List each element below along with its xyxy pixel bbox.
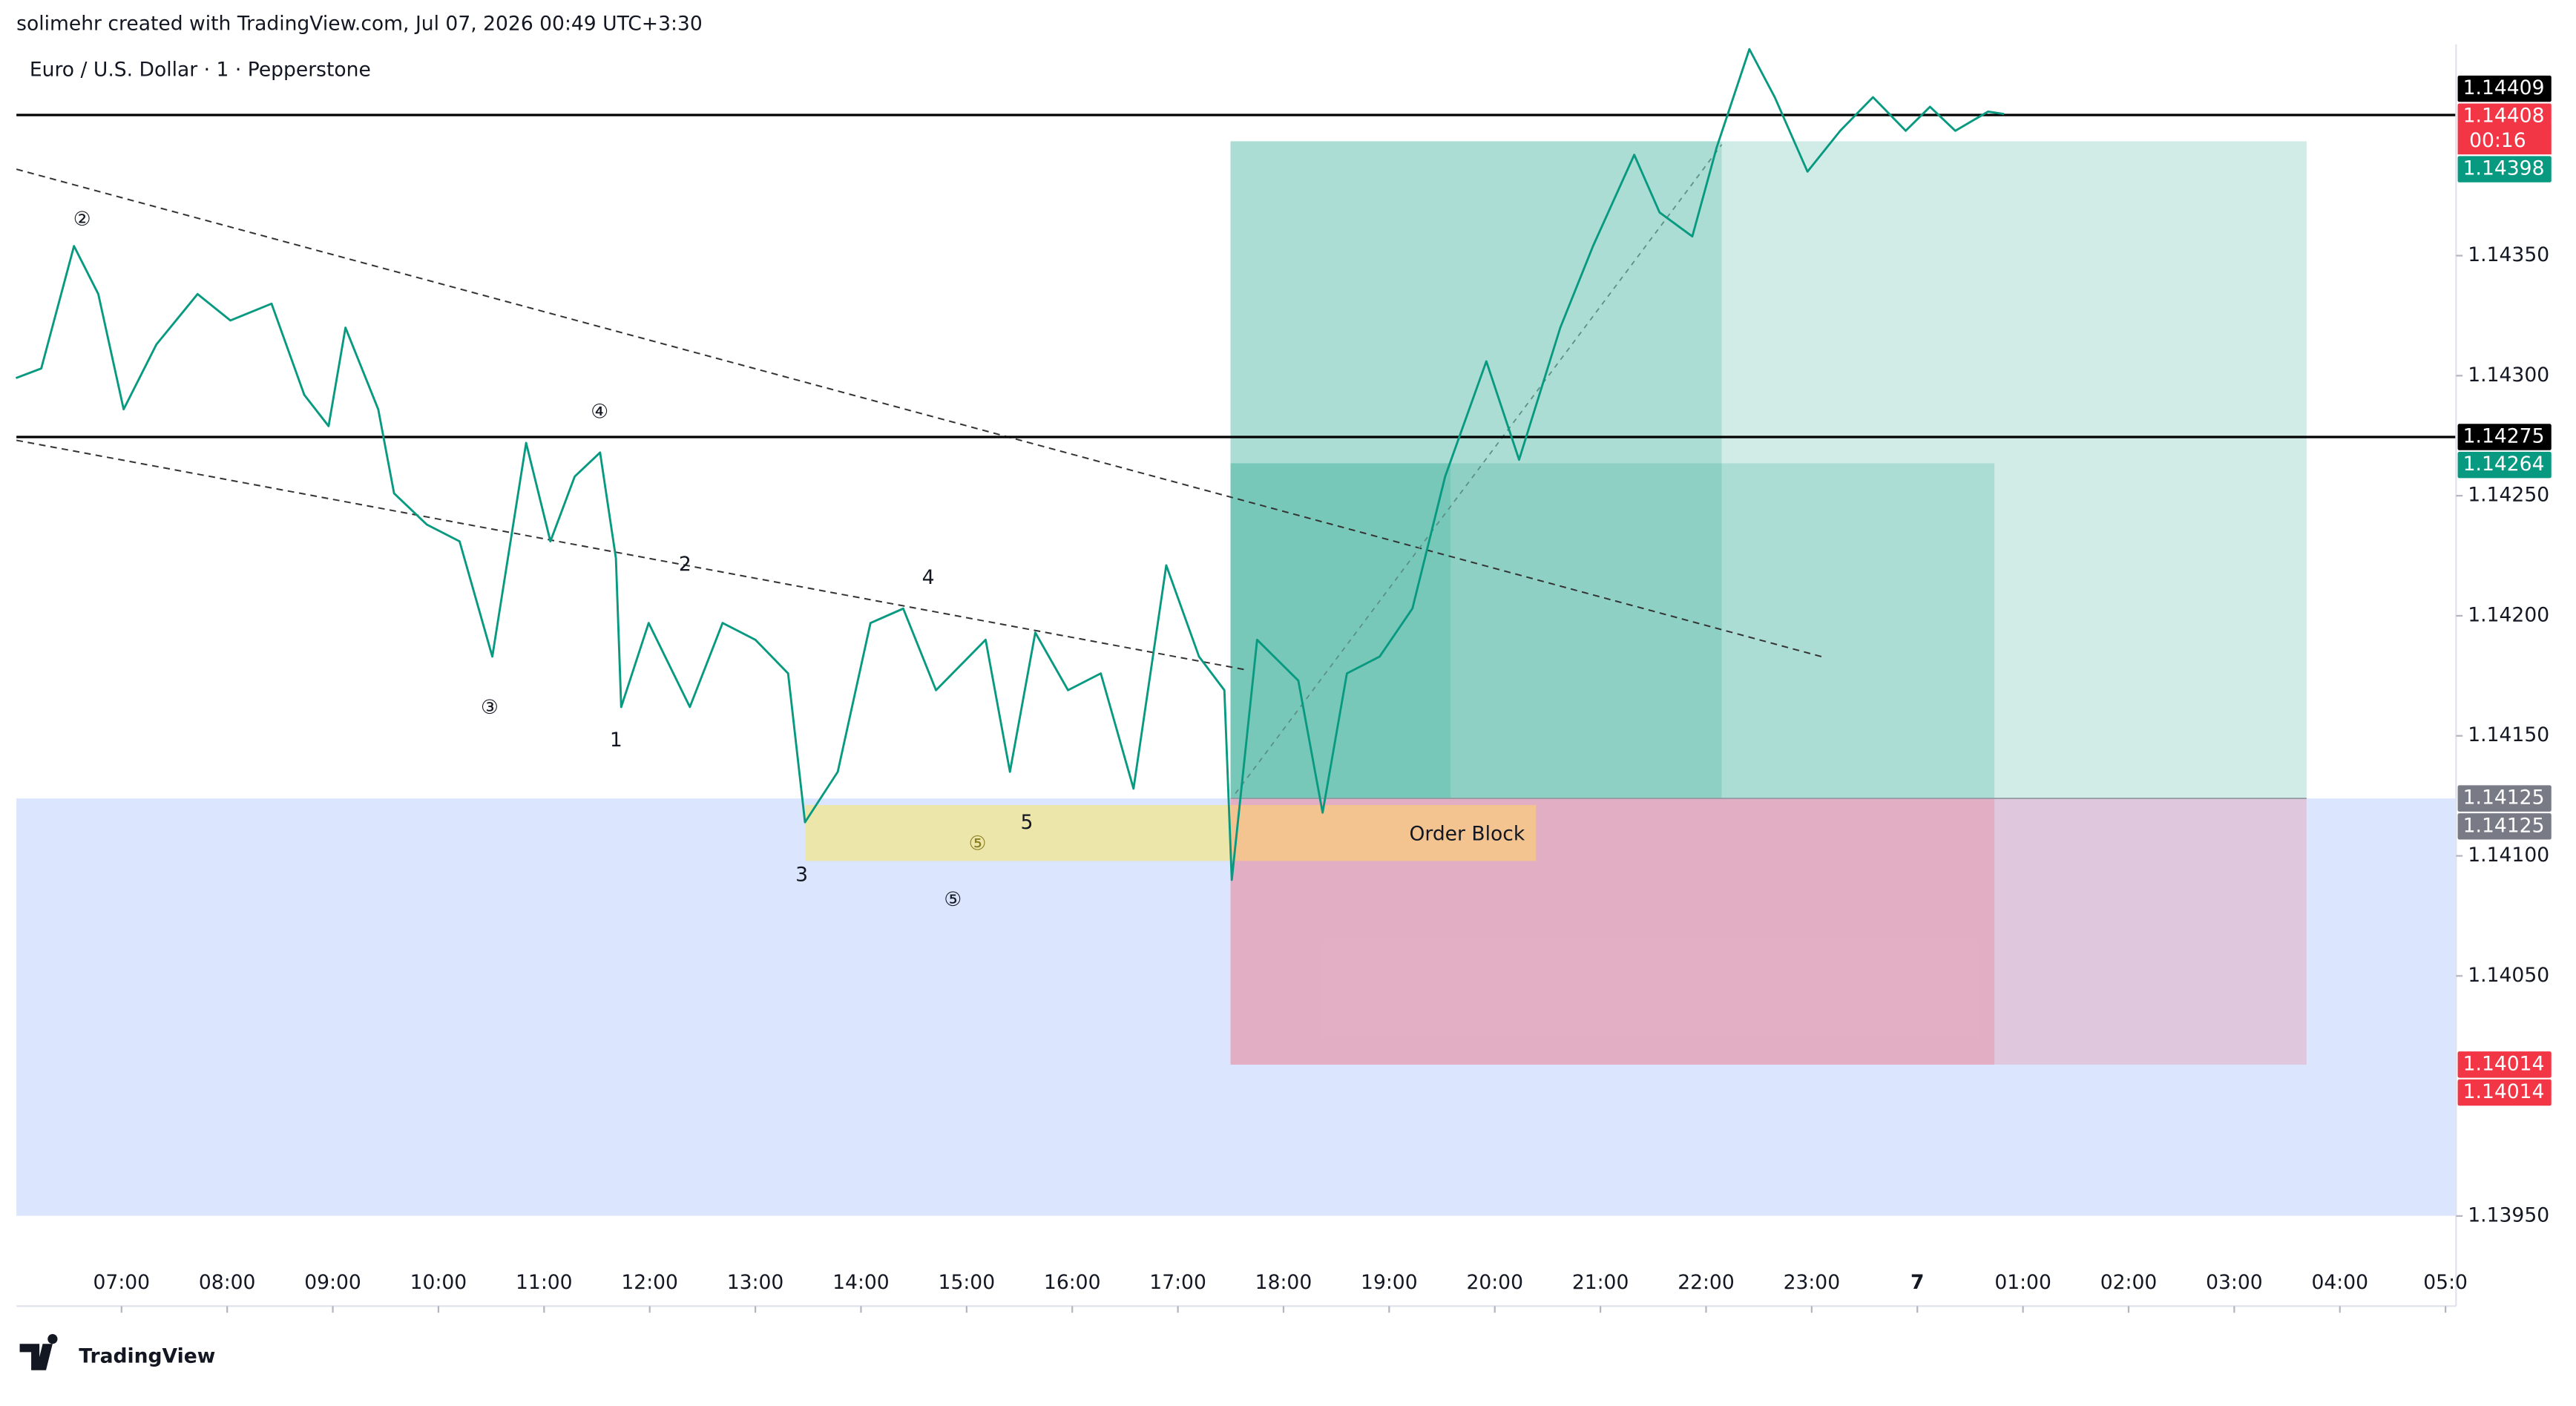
price-label-bg (2457, 156, 2552, 183)
x-tick-label: 14:00 (832, 1271, 890, 1294)
y-tick-label: 1.14200 (2468, 603, 2549, 626)
profit-zone (1230, 463, 1995, 799)
profit-zone-fill (1230, 141, 1722, 799)
x-tick-label: 09:00 (304, 1271, 361, 1294)
wave-label: 4 (922, 566, 935, 589)
demand-zone (16, 798, 2457, 1216)
price-label-bg (2457, 1051, 2552, 1078)
x-tick-label: 02:00 (2100, 1271, 2158, 1294)
x-tick-label: 13:00 (727, 1271, 784, 1294)
price-label-bg (2457, 103, 2552, 130)
countdown: 00:16 (2469, 129, 2526, 152)
wave-label: 1 (610, 729, 622, 752)
y-tick-label: 1.14350 (2468, 243, 2549, 266)
price-label: 1.14264 (2463, 453, 2545, 476)
x-tick-label: 19:00 (1361, 1271, 1418, 1294)
order-block-label: Order Block (1409, 822, 1525, 845)
price-label-bg (2457, 1079, 2552, 1106)
price-label: 1.14398 (2463, 157, 2545, 180)
drawings (16, 114, 2457, 1216)
x-tick-label: 16:00 (1044, 1271, 1101, 1294)
profit-zone-fill (1230, 463, 1451, 799)
brand-logo: TradingView (19, 1334, 215, 1370)
x-tick-label: 17:00 (1149, 1271, 1206, 1294)
price-label: 1.14409 (2463, 76, 2545, 99)
logo-mark (19, 1334, 58, 1370)
x-tick-label: 23:00 (1784, 1271, 1841, 1294)
price-label-bg (2457, 785, 2552, 812)
x-tick-label: 20:00 (1466, 1271, 1523, 1294)
y-tick-label: 1.14250 (2468, 484, 2549, 507)
x-tick-label: 15:00 (939, 1271, 996, 1294)
y-tick-label: 1.14300 (2468, 364, 2549, 387)
wave-label: ⑤ (944, 888, 962, 911)
wave-label: ③ (481, 696, 499, 719)
x-tick-label: 21:00 (1572, 1271, 1629, 1294)
symbol-title: Euro / U.S. Dollar · 1 · Pepperstone (30, 59, 371, 82)
price-line (15, 47, 2005, 881)
wave-label: 2 (679, 553, 691, 576)
brand: TradingView (79, 1345, 215, 1368)
profit-zone (1230, 141, 2307, 799)
price-label-bg (2457, 813, 2552, 840)
price-label: 1.14014 (2463, 1052, 2545, 1075)
x-tick-label: 7 (1910, 1271, 1924, 1294)
price-label-bg (2457, 424, 2552, 450)
header: solimehr created with TradingView.com, J… (16, 13, 703, 36)
price-label-bg (2457, 75, 2552, 102)
wave-label: ④ (591, 400, 608, 423)
x-tick-label: 22:00 (1678, 1271, 1735, 1294)
x-tick-label: 12:00 (621, 1271, 678, 1294)
trade-path (1235, 144, 1723, 795)
order-block (1230, 805, 1537, 861)
x-tick-label: 05:0 (2423, 1271, 2468, 1294)
x-tick-label: 08:00 (199, 1271, 256, 1294)
price-label: 1.14125 (2463, 814, 2545, 837)
x-tick-label: 11:00 (516, 1271, 573, 1294)
price-label: 1.14014 (2463, 1080, 2545, 1103)
x-tick-label: 18:00 (1255, 1271, 1312, 1294)
price-label-bg (2457, 451, 2552, 479)
wave-label: ⑤ (969, 832, 987, 855)
price-label: 1.14275 (2463, 425, 2545, 448)
x-tick-label: 07:00 (93, 1271, 151, 1294)
price-label: 1.14408 (2463, 105, 2545, 128)
y-tick-label: 1.14100 (2468, 844, 2549, 867)
wave-label: ② (73, 208, 91, 231)
wave-label: 3 (795, 864, 808, 887)
order-block (805, 805, 1231, 861)
price-label: 1.14125 (2463, 786, 2545, 809)
y-tick-label: 1.13950 (2468, 1203, 2549, 1226)
x-tick-label: 04:00 (2311, 1271, 2368, 1294)
trend-line (16, 168, 1824, 658)
x-tick-label: 03:00 (2206, 1271, 2263, 1294)
trend-line (16, 439, 1249, 671)
y-tick-label: 1.14050 (2468, 964, 2549, 987)
x-tick-label: 10:00 (410, 1271, 467, 1294)
countdown-bg (2457, 128, 2552, 155)
wave-label: 5 (1020, 811, 1033, 834)
y-tick-label: 1.14150 (2468, 723, 2549, 746)
x-tick-label: 01:00 (1994, 1271, 2051, 1294)
